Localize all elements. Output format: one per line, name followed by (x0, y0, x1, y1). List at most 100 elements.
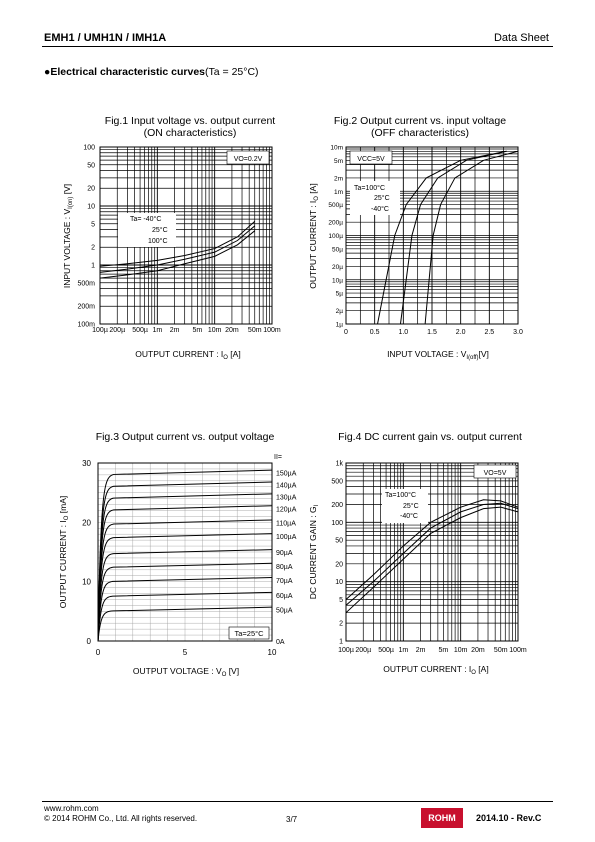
fig1-xtick-label: 100m (263, 327, 281, 334)
fig4-legend-label: 25°C (403, 502, 419, 510)
fig1-xtick-label: 20m (225, 327, 239, 334)
fig2-ytick-label: 200µ (328, 220, 343, 227)
fig4-xtick-label: 10m (454, 647, 468, 654)
fig2-ylabel: OUTPUT CURRENT : IO [A] (308, 183, 320, 288)
fig1-xlabel: OUTPUT CURRENT : IO [A] (135, 349, 240, 361)
fig3-title: Fig.3 Output current vs. output voltage (95, 431, 275, 443)
fig2-xtick-label: 0 (344, 329, 348, 336)
fig3-xtick-label: 5 (183, 648, 188, 657)
page-number: 3/7 (286, 815, 298, 824)
fig4-curve (345, 499, 519, 600)
fig2-curve (377, 150, 507, 325)
fig3-curve (97, 606, 273, 642)
fig4-xtick-label: 200µ (355, 647, 371, 654)
fig3-curve (97, 505, 273, 642)
fig3-ylabel: OUTPUT CURRENT : IO [mA] (58, 496, 70, 608)
fig2-xtick-label: 2.5 (484, 329, 494, 336)
fig2-condition-box (349, 150, 393, 165)
fig1-title: Fig.1 Input voltage vs. output current (O… (60, 115, 320, 139)
fig2-ytick-label: 20µ (332, 264, 343, 271)
fig2-curve (424, 150, 519, 325)
fig1-curve (99, 225, 256, 273)
fig2-ytick-label: 50µ (332, 246, 343, 253)
fig1-ytick-label: 20 (87, 186, 95, 193)
fig3-curve (97, 549, 273, 642)
footer-url[interactable]: www.rohm.com (44, 804, 99, 813)
fig1-xtick-label: 100µ (92, 327, 108, 334)
fig3-ytick-label: 20 (82, 518, 91, 527)
fig2-legend-label: 25°C (374, 194, 390, 202)
rohm-logo: ROHM (421, 808, 463, 828)
fig4-ytick-label: 5 (339, 597, 343, 604)
fig1-legend-label: 25°C (152, 226, 168, 234)
fig3-curve-label: 0A (276, 639, 285, 646)
fig1-condition: VO=0.2V (234, 156, 263, 163)
fig4-curve (345, 502, 519, 606)
section-condition: (Ta = 25°C) (205, 66, 259, 78)
fig3-ytick-label: 0 (87, 637, 92, 646)
fig4-ytick-label: 50 (335, 538, 343, 545)
fig1-ylabel: INPUT VOLTAGE : VI(on) [V] (62, 184, 74, 288)
fig1-legend-label: 100°C (148, 237, 168, 245)
fig3-curve-label: 120µA (276, 506, 297, 513)
footer-rule (42, 801, 553, 802)
fig3-curve-label: 140µA (276, 483, 297, 490)
fig1-ytick-label: 200m (77, 304, 95, 311)
fig1-ytick-label: 2 (91, 245, 95, 252)
fig2-ytick-label: 500µ (328, 202, 343, 209)
fig2-ytick-label: 10m (330, 145, 343, 152)
fig4-legend-label: Ta=100°C (385, 491, 416, 499)
fig4-ytick-label: 20 (335, 561, 343, 568)
fig2-xtick-label: 2.0 (456, 329, 466, 336)
fig2-ytick-label: 5µ (336, 291, 344, 298)
fig4-xtick-label: 100m (509, 647, 527, 654)
fig2-title: Fig.2 Output current vs. input voltage (O… (300, 115, 540, 139)
fig3-xtick-label: 0 (96, 648, 101, 657)
fig3-curve-label: 150µA (276, 471, 297, 478)
fig3-ytick-label: 10 (82, 578, 91, 587)
fig1-subtitle: (ON characteristics) (143, 127, 237, 139)
fig3-curve-label: 110µA (276, 521, 296, 528)
fig1-xtick-label: 50m (248, 327, 262, 334)
fig1-ytick-label: 100m (77, 322, 95, 329)
fig1-xtick-label: 200µ (109, 327, 125, 334)
fig4-xtick-label: 2m (416, 647, 426, 654)
fig2-ytick-label: 1m (334, 189, 343, 196)
fig3-curve (97, 562, 273, 642)
fig3-curve-label: 130µA (276, 494, 297, 501)
fig2-xtick-label: 0.5 (370, 329, 380, 336)
fig1-ytick-label: 1 (91, 263, 95, 270)
fig4-ytick-label: 1 (339, 639, 343, 646)
fig2-xtick-label: 1.5 (427, 329, 437, 336)
section-heading: ●Electrical characteristic curves(Ta = 2… (44, 66, 259, 78)
fig2-xtick-label: 3.0 (513, 329, 523, 336)
fig2-legend-label: Ta=100°C (354, 184, 385, 192)
fig4-condition: VO=5V (484, 470, 507, 477)
fig4-ytick-label: 1k (336, 461, 344, 468)
fig4-title: Fig.4 DC current gain vs. output current (338, 431, 522, 443)
fig4-legend-bg (382, 489, 428, 523)
footer-copyright: © 2014 ROHM Co., Ltd. All rights reserve… (44, 814, 198, 823)
fig3-ytick-label: 30 (82, 459, 91, 468)
fig1-curve (99, 220, 256, 267)
fig3-curve-label: 70µA (276, 578, 293, 585)
fig2-frame (345, 146, 519, 325)
fig1-xtick-label: 2m (170, 327, 180, 334)
fig2-legend-label: -40°C (371, 205, 389, 213)
fig3-curve-label: 100µA (276, 534, 297, 541)
fig1-xtick-label: 10m (208, 327, 222, 334)
fig3-xtick-label: 10 (268, 648, 277, 657)
section-bullet: ● (44, 66, 51, 78)
fig4-ytick-label: 500 (331, 478, 343, 485)
fig1-xtick-label: 500µ (132, 327, 148, 334)
fig2-subtitle: (OFF characteristics) (370, 127, 469, 139)
fig1-xtick-label: 5m (193, 327, 203, 334)
fig3-xlabel: OUTPUT VOLTAGE : VO [V] (133, 666, 239, 678)
fig4-xtick-label: 1m (398, 647, 408, 654)
fig4-ytick-label: 100 (331, 520, 343, 527)
fig1-ytick-label: 50 (87, 162, 95, 169)
fig4-xtick-label: 20m (471, 647, 485, 654)
fig1-ytick-label: 5 (91, 221, 95, 228)
fig4-ytick-label: 200 (331, 502, 343, 509)
